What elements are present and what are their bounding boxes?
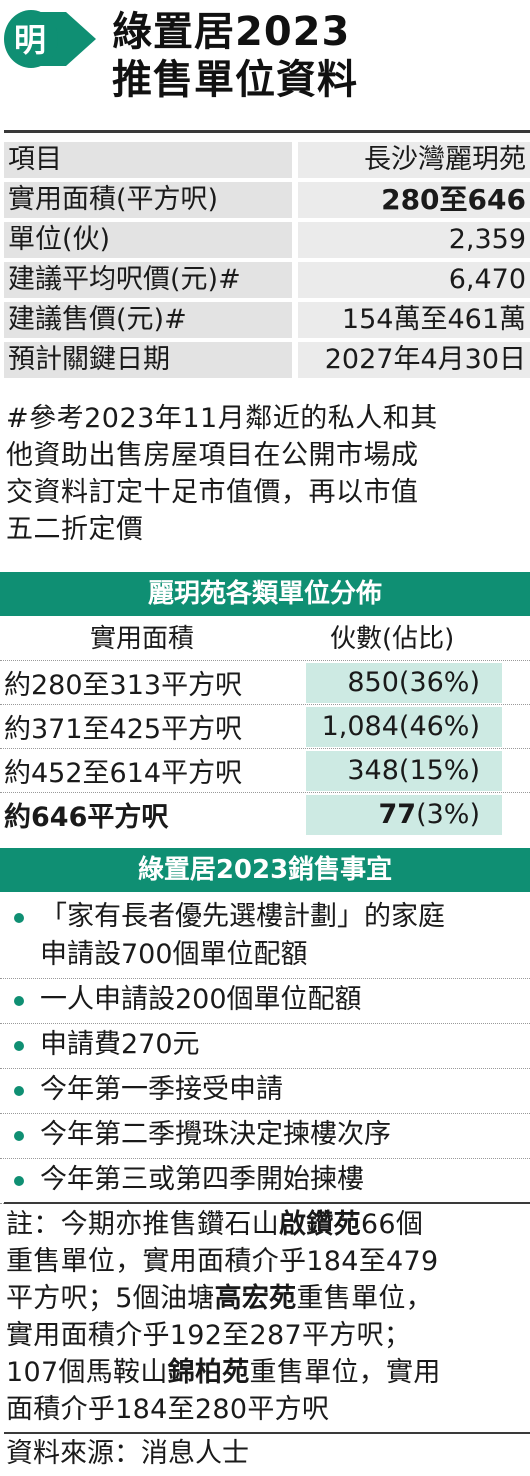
count-cell: 850(36%)	[306, 662, 502, 703]
table-row: 約280至313平方呎 850(36%)	[0, 660, 530, 704]
note-line: 註：今期亦推售鑽石山啟鑽苑66個	[6, 1209, 424, 1240]
distribution-header: 實用面積 伙數(佔比)	[0, 620, 530, 658]
note-line: 實用面積介乎192至287平方呎；	[6, 1320, 412, 1351]
list-item-text: 今年第二季攪珠決定揀樓次序	[40, 1119, 391, 1150]
info-row: 實用面積(平方呎) 280至646	[4, 180, 530, 220]
bullet-icon	[14, 1086, 24, 1096]
footnote-line: 五二折定價	[6, 514, 144, 545]
sales-section-title: 綠置居2023銷售事宜	[0, 848, 530, 892]
list-item-text: 一人申請設200個單位配額	[40, 984, 362, 1015]
note-line: 重售單位，實用面積介乎184至479	[6, 1246, 439, 1277]
count-cell: 1,084(46%)	[306, 706, 502, 747]
list-item: 一人申請設200個單位配額	[0, 979, 530, 1024]
info-row: 單位(伙) 2,359	[4, 220, 530, 260]
note-paragraph: 註：今期亦推售鑽石山啟鑽苑66個 重售單位，實用面積介乎184至479 平方呎；…	[6, 1206, 528, 1428]
bullet-icon	[14, 996, 24, 1006]
bullet-icon	[14, 1041, 24, 1051]
bullet-icon	[14, 1131, 24, 1141]
title-line-1: 綠置居2023	[112, 9, 351, 55]
info-row: 建議平均呎價(元)# 6,470	[4, 260, 530, 300]
footnote-line: #參考2023年11月鄰近的私人和其	[6, 403, 438, 434]
list-item: 今年第二季攪珠決定揀樓次序	[0, 1114, 530, 1159]
distribution-table: 約280至313平方呎 850(36%) 約371至425平方呎 1,084(4…	[0, 660, 530, 836]
note-line: 107個馬鞍山錦柏苑重售單位，實用	[6, 1357, 441, 1388]
info-label: 項目	[4, 142, 292, 178]
footnote-line: 交資料訂定十足市值價，再以市值	[6, 477, 419, 508]
info-label: 預計關鍵日期	[4, 342, 292, 378]
info-value: 2027年4月30日	[298, 342, 530, 378]
table-row: 約371至425平方呎 1,084(46%)	[0, 704, 530, 748]
table-row: 約452至614平方呎 348(15%)	[0, 748, 530, 792]
info-value: 154萬至461萬	[298, 302, 530, 338]
count-cell: 348(15%)	[306, 750, 502, 791]
page-title: 綠置居2023 推售單位資料	[112, 8, 358, 104]
list-item-text: 申請費270元	[40, 1029, 200, 1060]
info-row: 建議售價(元)# 154萬至461萬	[4, 300, 530, 340]
info-row: 項目 長沙灣麗玥苑	[4, 140, 530, 180]
info-row: 預計關鍵日期 2027年4月30日	[4, 340, 530, 380]
info-label: 建議平均呎價(元)#	[4, 262, 292, 298]
list-item: 今年第三或第四季開始揀樓	[0, 1159, 530, 1204]
list-item-text: 今年第三或第四季開始揀樓	[40, 1164, 364, 1195]
info-label: 建議售價(元)#	[4, 302, 292, 338]
divider	[4, 1432, 530, 1434]
pricing-footnote: #參考2023年11月鄰近的私人和其 他資助出售房屋項目在公開市場成 交資料訂定…	[6, 400, 526, 548]
area-cell: 約646平方呎	[4, 802, 169, 833]
bullet-icon	[14, 1176, 24, 1186]
ming-pao-logo: 明	[4, 6, 104, 72]
area-cell: 約371至425平方呎	[4, 714, 243, 745]
info-value: 長沙灣麗玥苑	[298, 142, 530, 178]
source-credit: 資料來源：消息人士	[6, 1438, 249, 1469]
project-info-table: 項目 長沙灣麗玥苑 實用面積(平方呎) 280至646 單位(伙) 2,359 …	[4, 140, 530, 380]
note-line: 平方呎；5個油塘高宏苑重售單位，	[6, 1283, 433, 1314]
footnote-line: 他資助出售房屋項目在公開市場成	[6, 440, 419, 471]
list-item: 申請費270元	[0, 1024, 530, 1069]
column-header-area: 實用面積	[90, 624, 195, 654]
divider	[4, 130, 530, 133]
info-value: 2,359	[298, 222, 530, 258]
sales-list: 「家有長者優先選樓計劃」的家庭 申請設700個單位配額 一人申請設200個單位配…	[0, 896, 530, 1204]
info-label: 實用面積(平方呎)	[4, 182, 292, 218]
info-label: 單位(伙)	[4, 222, 292, 258]
list-item-text: 今年第一季接受申請	[40, 1074, 283, 1105]
list-item: 今年第一季接受申請	[0, 1069, 530, 1114]
divider	[4, 1202, 530, 1204]
distribution-section-title: 麗玥苑各類單位分佈	[0, 572, 530, 616]
table-row: 約646平方呎 77(3%)	[0, 792, 530, 836]
info-value: 280至646	[298, 182, 530, 218]
area-cell: 約280至313平方呎	[4, 670, 243, 701]
title-line-2: 推售單位資料	[112, 57, 358, 103]
bullet-icon	[14, 913, 24, 923]
column-header-count: 伙數(佔比)	[330, 624, 455, 654]
list-item-text: 「家有長者優先選樓計劃」的家庭	[40, 901, 445, 932]
count-cell: 77(3%)	[306, 794, 502, 835]
list-item: 「家有長者優先選樓計劃」的家庭 申請設700個單位配額	[0, 896, 530, 979]
area-cell: 約452至614平方呎	[4, 758, 243, 789]
note-line: 面積介乎184至280平方呎	[6, 1394, 330, 1425]
header: 明 綠置居2023 推售單位資料	[0, 0, 530, 120]
info-value: 6,470	[298, 262, 530, 298]
list-item-text: 申請設700個單位配額	[40, 939, 308, 970]
logo-text: 明	[14, 21, 46, 59]
